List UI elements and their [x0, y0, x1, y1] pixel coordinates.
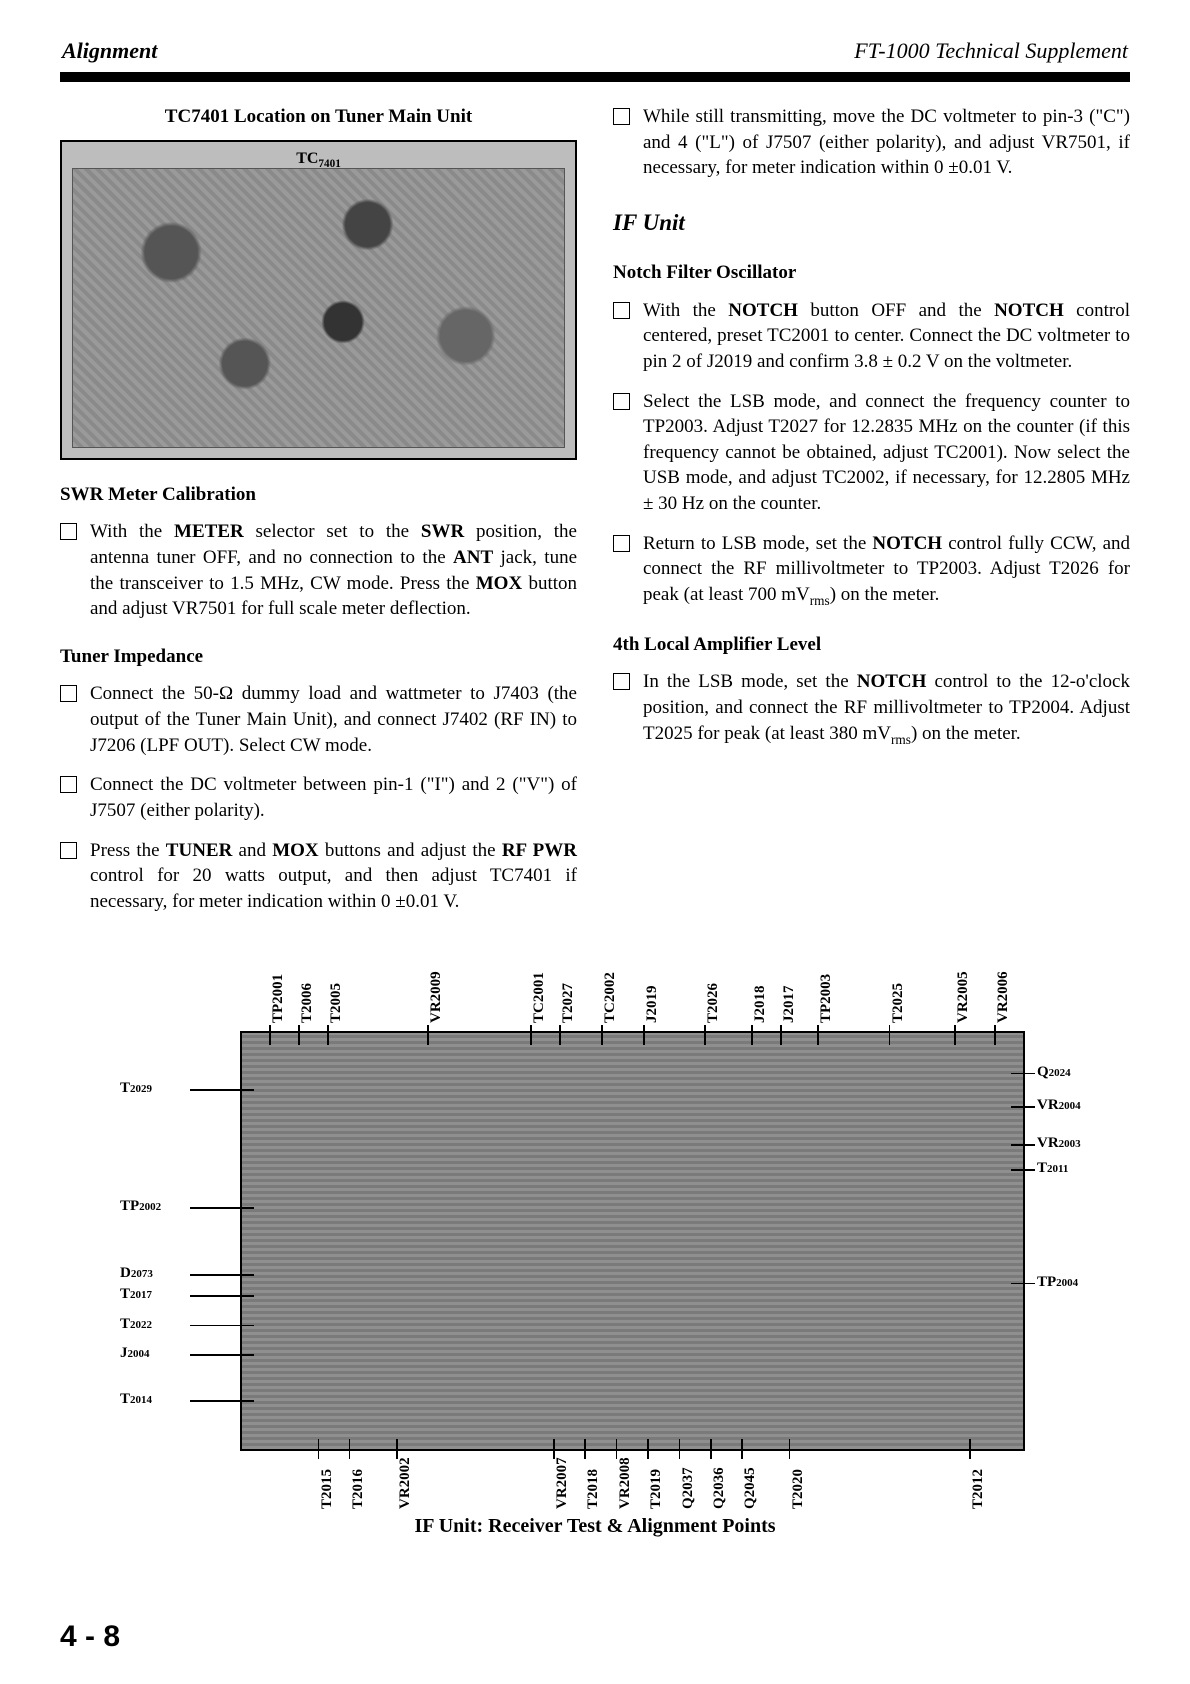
header-right: FT-1000 Technical Supplement — [854, 38, 1128, 64]
top-callout: VR2009 — [428, 971, 445, 1023]
two-columns: TC7401 Location on Tuner Main Unit TC740… — [60, 104, 1130, 929]
left-callout: T2017 — [120, 1286, 152, 1303]
notch-item-1: With the NOTCH button OFF and the NOTCH … — [613, 298, 1130, 375]
top-callout: J2019 — [644, 985, 661, 1023]
fourth-local-list: In the LSB mode, set the NOTCH control t… — [613, 669, 1130, 748]
left-callout: T2022 — [120, 1316, 152, 1333]
notch-item-3: Return to LSB mode, set the NOTCH contro… — [613, 531, 1130, 610]
bottom-callout: T2012 — [970, 1469, 987, 1509]
top-callout: T2025 — [890, 983, 907, 1023]
top-callout: T2027 — [560, 983, 577, 1023]
right-callout: VR2003 — [1037, 1135, 1081, 1152]
notch-item-2: Select the LSB mode, and connect the fre… — [613, 389, 1130, 517]
fourth-local-title: 4th Local Amplifier Level — [613, 632, 1130, 658]
top-callout: VR2005 — [955, 971, 972, 1023]
right-callout: Q2024 — [1037, 1064, 1071, 1081]
tuner-impedance-list: Connect the 50-Ω dummy load and wattmete… — [60, 681, 577, 914]
top-callout: T2005 — [328, 983, 345, 1023]
right-column: While still transmitting, move the DC vo… — [613, 104, 1130, 929]
header-left: Alignment — [62, 38, 157, 64]
page-number: 4 - 8 — [60, 1620, 120, 1654]
tuner-impedance-title: Tuner Impedance — [60, 644, 577, 670]
left-callout: TP2002 — [120, 1198, 161, 1215]
bottom-callout: T2020 — [790, 1469, 807, 1509]
left-callout: T2014 — [120, 1391, 152, 1408]
bottom-callout: T2019 — [648, 1469, 665, 1509]
right-callout: VR2004 — [1037, 1097, 1081, 1114]
top-callout: VR2006 — [995, 971, 1012, 1023]
right-callout: TP2004 — [1037, 1274, 1078, 1291]
bottom-callout: T2018 — [585, 1469, 602, 1509]
page: Alignment FT-1000 Technical Supplement T… — [0, 0, 1190, 1684]
top-callout: TC2001 — [531, 972, 548, 1023]
figure1-texture — [72, 168, 565, 448]
if-unit-board — [240, 1031, 1025, 1451]
header-rule — [60, 72, 1130, 82]
fourth-item-1: In the LSB mode, set the NOTCH control t… — [613, 669, 1130, 748]
top-right-item: While still transmitting, move the DC vo… — [613, 104, 1130, 181]
top-callout: J2018 — [752, 985, 769, 1023]
bottom-callout: T2015 — [319, 1469, 336, 1509]
imp-item-3: Press the TUNER and MOX buttons and adju… — [60, 838, 577, 915]
swr-list: With the METER selector set to the SWR p… — [60, 519, 577, 622]
bottom-callout: VR2008 — [617, 1457, 634, 1509]
figure1-pcb-box: TC7401 — [60, 140, 577, 460]
top-right-list: While still transmitting, move the DC vo… — [613, 104, 1130, 181]
bottom-figure: TP2001 T2006 T2005 VR2009 TC2001 T2027 TC2002 J… — [60, 951, 1130, 1511]
top-callout: TP2003 — [818, 973, 835, 1022]
right-callout: T2011 — [1037, 1160, 1068, 1177]
top-callout: T2006 — [299, 983, 316, 1023]
bottom-figure-caption: IF Unit: Receiver Test & Alignment Point… — [60, 1515, 1130, 1538]
left-callout: D2073 — [120, 1265, 153, 1282]
left-callout: T2029 — [120, 1080, 152, 1097]
bottom-callout: Q2037 — [680, 1467, 697, 1509]
notch-title: Notch Filter Oscillator — [613, 260, 1130, 286]
bottom-callout: Q2036 — [711, 1467, 728, 1509]
bottom-callout: Q2045 — [742, 1467, 759, 1509]
running-header: Alignment FT-1000 Technical Supplement — [60, 38, 1130, 70]
top-callout: J2017 — [781, 985, 798, 1023]
top-callout: TC2002 — [602, 972, 619, 1023]
bottom-callout: VR2007 — [554, 1457, 571, 1509]
notch-list: With the NOTCH button OFF and the NOTCH … — [613, 298, 1130, 610]
left-column: TC7401 Location on Tuner Main Unit TC740… — [60, 104, 577, 929]
swr-title: SWR Meter Calibration — [60, 482, 577, 508]
top-callout: TP2001 — [270, 973, 287, 1022]
imp-item-1: Connect the 50-Ω dummy load and wattmete… — [60, 681, 577, 758]
left-callout: J2004 — [120, 1345, 150, 1362]
figure1-caption: TC7401 Location on Tuner Main Unit — [60, 104, 577, 130]
top-callout: T2026 — [705, 983, 722, 1023]
bottom-callout: T2016 — [350, 1469, 367, 1509]
bottom-callout: VR2002 — [397, 1457, 414, 1509]
imp-item-2: Connect the DC voltmeter between pin-1 (… — [60, 772, 577, 823]
if-unit-heading: IF Unit — [613, 207, 1130, 238]
swr-item-1: With the METER selector set to the SWR p… — [60, 519, 577, 622]
